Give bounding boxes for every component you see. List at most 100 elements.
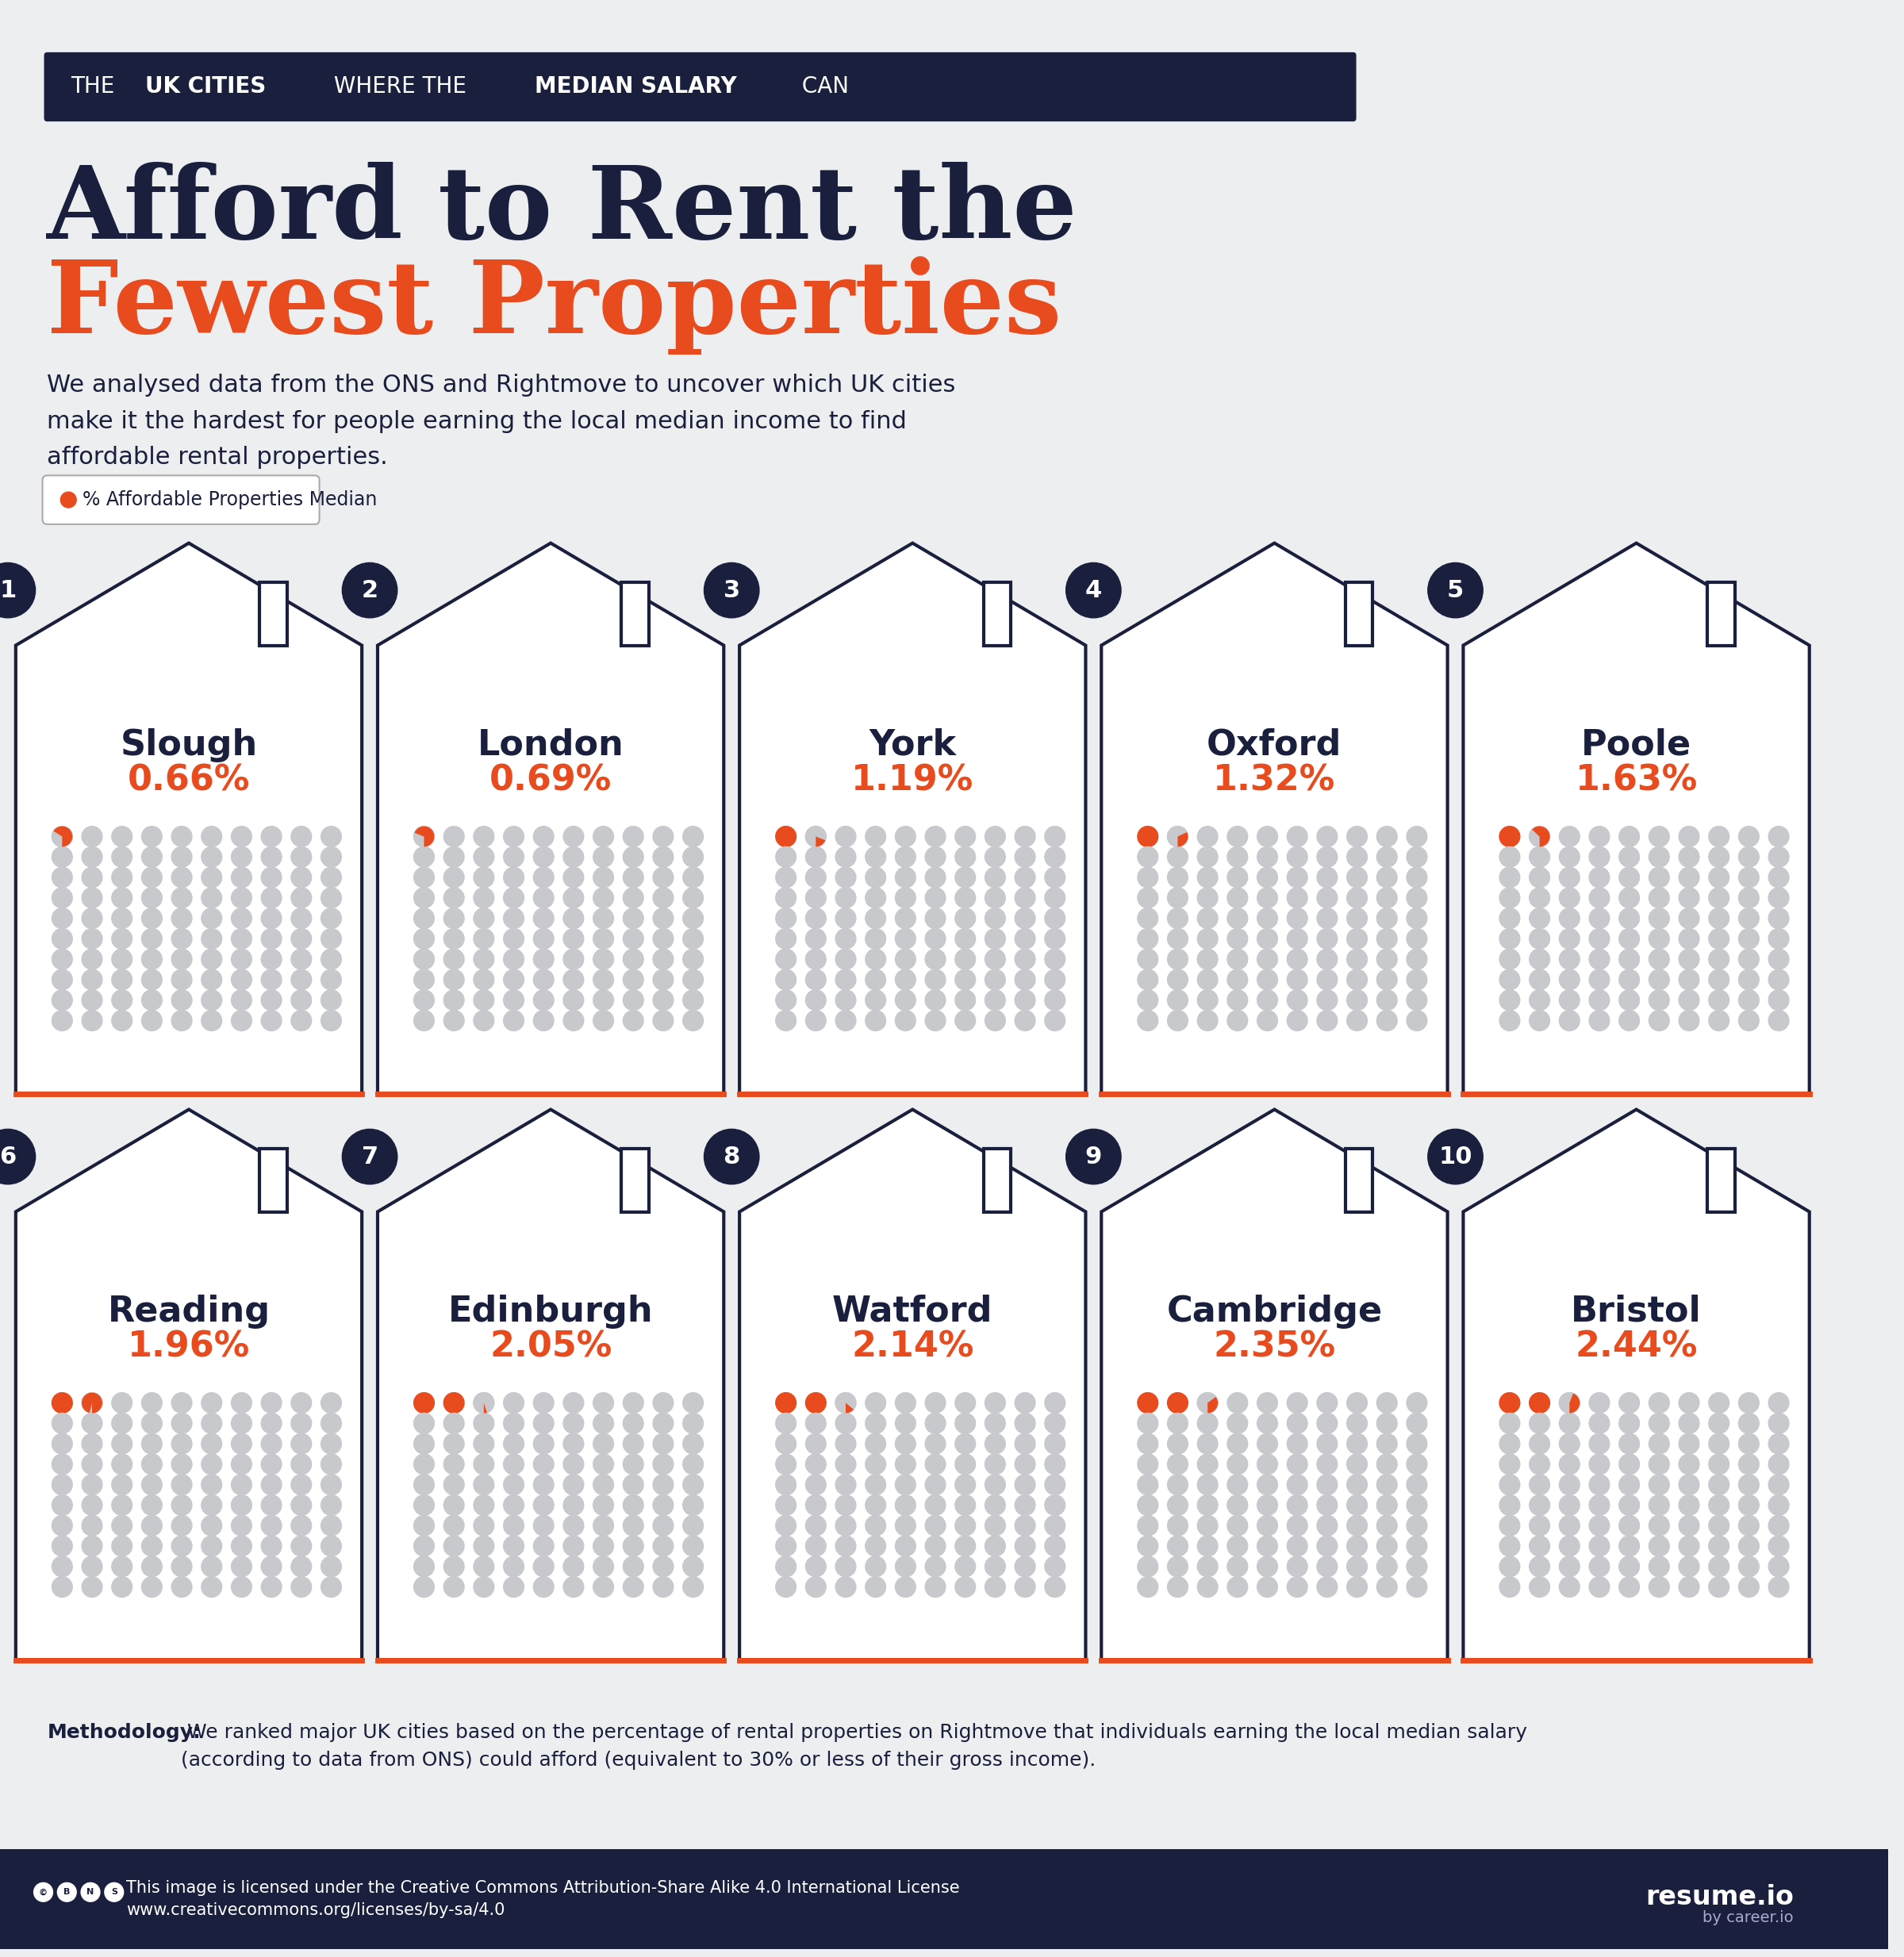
Circle shape: [836, 1454, 857, 1474]
Circle shape: [1618, 1577, 1639, 1597]
Circle shape: [836, 1413, 857, 1434]
Circle shape: [141, 949, 162, 969]
Circle shape: [956, 1454, 975, 1474]
Circle shape: [984, 1495, 1005, 1515]
Circle shape: [1137, 1495, 1158, 1515]
Circle shape: [230, 949, 251, 969]
Circle shape: [413, 1515, 434, 1536]
Circle shape: [1377, 990, 1398, 1010]
Circle shape: [291, 1515, 312, 1536]
Circle shape: [82, 990, 103, 1010]
Circle shape: [1738, 908, 1759, 928]
Circle shape: [805, 908, 826, 928]
Circle shape: [653, 1393, 674, 1413]
Circle shape: [1769, 1515, 1790, 1536]
Circle shape: [1377, 949, 1398, 969]
Circle shape: [805, 847, 826, 867]
Circle shape: [230, 1434, 251, 1454]
Circle shape: [1287, 990, 1308, 1010]
Circle shape: [444, 908, 465, 928]
Circle shape: [1708, 1454, 1729, 1474]
Circle shape: [444, 847, 465, 867]
Circle shape: [1228, 1413, 1247, 1434]
Circle shape: [1679, 928, 1698, 949]
Circle shape: [1559, 1536, 1580, 1556]
Circle shape: [895, 949, 916, 969]
Circle shape: [623, 867, 644, 888]
Circle shape: [1045, 928, 1064, 949]
Circle shape: [623, 969, 644, 990]
Circle shape: [594, 1413, 613, 1434]
Circle shape: [82, 1413, 103, 1434]
Circle shape: [51, 969, 72, 990]
Wedge shape: [1533, 826, 1550, 847]
Circle shape: [805, 928, 826, 949]
Circle shape: [171, 908, 192, 928]
Circle shape: [895, 1474, 916, 1495]
Circle shape: [1529, 867, 1550, 888]
Circle shape: [1529, 990, 1550, 1010]
Circle shape: [1407, 1434, 1428, 1454]
Circle shape: [1738, 888, 1759, 908]
Circle shape: [895, 1393, 916, 1413]
Circle shape: [230, 908, 251, 928]
Circle shape: [261, 949, 282, 969]
Circle shape: [805, 949, 826, 969]
Circle shape: [1500, 1010, 1519, 1031]
Circle shape: [1137, 1474, 1158, 1495]
Circle shape: [1167, 969, 1188, 990]
Polygon shape: [739, 1110, 1085, 1660]
Circle shape: [202, 1556, 223, 1577]
Circle shape: [1167, 1577, 1188, 1597]
Circle shape: [594, 1393, 613, 1413]
Circle shape: [1198, 1474, 1219, 1495]
Circle shape: [474, 990, 493, 1010]
Circle shape: [503, 1536, 524, 1556]
Circle shape: [653, 1010, 674, 1031]
Circle shape: [956, 1434, 975, 1454]
Text: 5: 5: [1447, 579, 1464, 603]
Circle shape: [1257, 1454, 1278, 1474]
Circle shape: [1679, 1393, 1698, 1413]
Circle shape: [956, 949, 975, 969]
Circle shape: [444, 888, 465, 908]
Circle shape: [1407, 1495, 1428, 1515]
Circle shape: [1529, 949, 1550, 969]
Circle shape: [202, 1495, 223, 1515]
Circle shape: [623, 826, 644, 847]
Circle shape: [261, 1393, 282, 1413]
Circle shape: [202, 990, 223, 1010]
Circle shape: [533, 1515, 554, 1536]
Circle shape: [171, 969, 192, 990]
Circle shape: [261, 969, 282, 990]
Circle shape: [51, 1413, 72, 1434]
Circle shape: [1679, 867, 1698, 888]
Circle shape: [474, 888, 493, 908]
Circle shape: [1649, 1434, 1670, 1454]
Circle shape: [653, 928, 674, 949]
Circle shape: [1228, 1454, 1247, 1474]
Circle shape: [141, 847, 162, 867]
Circle shape: [105, 1883, 124, 1902]
Circle shape: [864, 969, 885, 990]
Circle shape: [444, 1434, 465, 1454]
Circle shape: [1167, 826, 1188, 847]
Circle shape: [1559, 888, 1580, 908]
Circle shape: [704, 564, 760, 618]
Circle shape: [925, 1434, 946, 1454]
Circle shape: [202, 1577, 223, 1597]
Circle shape: [1708, 1393, 1729, 1413]
Circle shape: [1618, 1474, 1639, 1495]
Circle shape: [230, 969, 251, 990]
Circle shape: [1346, 1577, 1367, 1597]
Circle shape: [230, 888, 251, 908]
Circle shape: [594, 826, 613, 847]
Circle shape: [474, 1495, 493, 1515]
Circle shape: [1228, 1577, 1247, 1597]
Wedge shape: [1207, 1397, 1219, 1413]
Circle shape: [291, 990, 312, 1010]
Circle shape: [1500, 1454, 1519, 1474]
Circle shape: [202, 1413, 223, 1434]
Circle shape: [1590, 1010, 1609, 1031]
Circle shape: [1346, 867, 1367, 888]
